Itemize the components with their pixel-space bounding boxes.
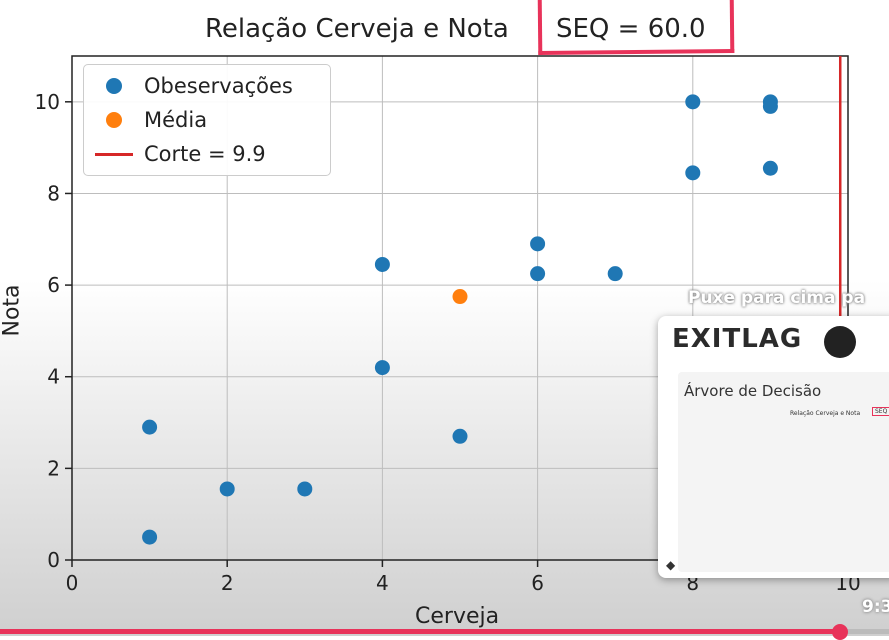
data-point-obs (374, 256, 390, 272)
card-preview (678, 372, 889, 572)
seq-annotation: SEQ = 60.0 (556, 14, 706, 44)
y-axis-label: Nota (0, 284, 25, 337)
plot-frame (71, 55, 849, 561)
y-tick-label: 4 (47, 365, 60, 389)
legend-line-red (95, 152, 133, 156)
legend-item-media: Média (84, 105, 207, 135)
x-tick-label: 2 (221, 571, 234, 595)
data-point-obs (607, 266, 623, 282)
legend-label-media: Média (144, 108, 208, 132)
data-point-obs (530, 266, 546, 282)
x-tick-label: 6 (531, 571, 544, 595)
data-point-obs (762, 160, 778, 176)
legend-label-obs: Obeservações (144, 74, 293, 98)
data-point-media (452, 289, 468, 305)
card-subtitle: Árvore de Decisão (684, 382, 822, 400)
legend-dot-blue (106, 78, 122, 94)
data-point-obs (142, 419, 158, 435)
y-tick-label: 0 (47, 548, 60, 572)
card-mini-seq: SEQ (872, 407, 889, 416)
progress-knob[interactable] (832, 624, 849, 640)
data-point-obs (685, 94, 701, 110)
x-axis-label: Cerveja (415, 604, 500, 629)
y-tick-label: 8 (47, 181, 60, 205)
chart-legend: Obeservações Média Corte = 9.9 (83, 64, 331, 176)
data-point-obs (219, 481, 235, 497)
x-tick-label: 0 (66, 571, 79, 595)
pull-up-hint: Puxe para cima pa (688, 288, 866, 308)
legend-item-corte: Corte = 9.9 (84, 139, 266, 169)
x-tick-label: 4 (376, 571, 389, 595)
channel-avatar (824, 326, 856, 358)
data-point-obs (374, 360, 390, 376)
legend-dot-orange (106, 112, 122, 128)
cube-icon: ◆ (666, 558, 676, 572)
y-tick-label: 6 (47, 273, 60, 297)
data-point-obs (762, 98, 778, 114)
overlay-video-card[interactable]: EXITLAG Árvore de Decisão Relação Cervej… (658, 316, 889, 578)
legend-label-corte: Corte = 9.9 (144, 142, 266, 166)
data-point-obs (452, 428, 468, 444)
chart-title: Relação Cerveja e Nota (205, 14, 509, 44)
card-mini-title: Relação Cerveja e Nota (790, 410, 861, 417)
data-point-obs (530, 236, 546, 252)
brand-logo: EXITLAG (672, 324, 803, 354)
progress-fill (0, 629, 841, 634)
legend-item-obs: Obeservações (84, 71, 293, 101)
data-point-obs (685, 165, 701, 181)
video-timestamp: 9:3 (862, 597, 889, 617)
y-tick-label: 10 (35, 90, 60, 114)
highlight-marker (537, 0, 735, 56)
data-point-obs (297, 481, 313, 497)
y-tick-label: 2 (47, 456, 60, 480)
data-point-obs (142, 529, 158, 545)
